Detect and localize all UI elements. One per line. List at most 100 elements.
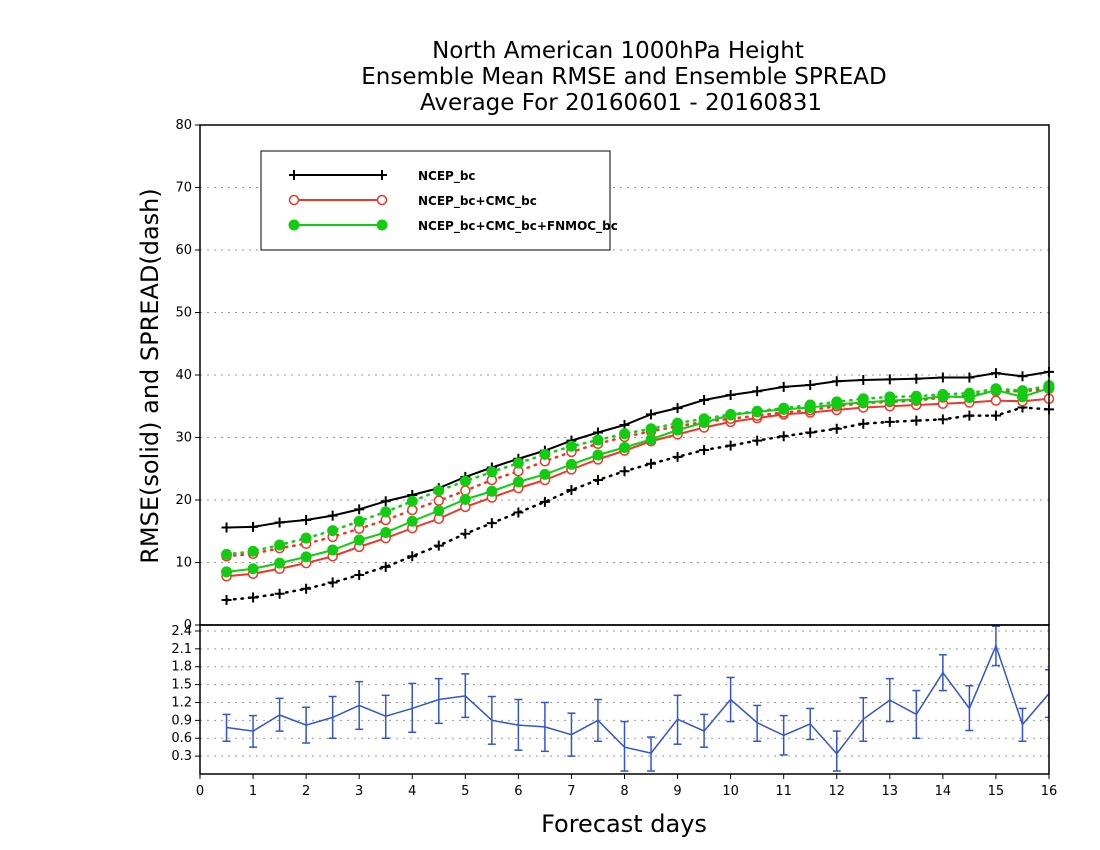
- bottom-y-tick-label: 0.6: [171, 731, 192, 746]
- series-5-point: [751, 405, 763, 417]
- bottom-y-tick-label: 1.5: [171, 678, 192, 693]
- series-5-point: [804, 399, 816, 411]
- series-4-point: [247, 563, 259, 575]
- x-axis-label: Forecast days: [541, 810, 707, 838]
- series-1-point: [646, 458, 657, 469]
- series-1-point: [274, 588, 285, 599]
- bottom-panel-gridlines: [200, 630, 1049, 757]
- series-1-point: [831, 423, 842, 434]
- legend-label-ncep-bc-cmc-bc: NCEP_bc+CMC_bc: [418, 194, 537, 209]
- error-bar: [540, 701, 549, 753]
- series-4-point: [433, 505, 445, 517]
- chart-title-line-3: Average For 20160601 - 20160831: [420, 90, 822, 116]
- series-0-point: [964, 372, 975, 383]
- difference-series: [222, 625, 1049, 772]
- series-1-point: [248, 592, 259, 603]
- x-tick-label: 7: [567, 784, 575, 799]
- legend-marker-ncep-bc-right: [377, 170, 387, 180]
- series-1-point: [911, 415, 922, 426]
- series-1-point: [592, 475, 603, 485]
- series-4-point: [592, 449, 604, 461]
- series-0-point: [990, 368, 1001, 379]
- legend-marker-ncep-bc-cmc-bc-fnmoc-bc-right: [376, 219, 388, 231]
- series-5-point: [592, 434, 604, 446]
- top-y-tick-label: 10: [175, 556, 192, 571]
- series-5-point: [672, 417, 684, 429]
- series-5-point: [698, 413, 710, 425]
- series-0-point: [911, 373, 922, 384]
- error-bar: [832, 730, 841, 772]
- legend-marker: [377, 170, 387, 180]
- series-1-point: [513, 507, 524, 518]
- series-1-point: [805, 427, 816, 438]
- bottom-y-tick-label: 0.3: [171, 749, 192, 764]
- series-3-spread: [221, 383, 1055, 562]
- legend-marker: [376, 194, 388, 206]
- chart-title-line-2: Ensemble Mean RMSE and Ensemble SPREAD: [361, 64, 886, 90]
- bottom-y-tick-label: 1.2: [171, 695, 192, 710]
- series-1-point: [990, 410, 1001, 421]
- series-5-point: [327, 525, 339, 537]
- error-bar: [779, 714, 788, 756]
- error-bar: [249, 714, 258, 748]
- series-5-point: [910, 390, 922, 402]
- series-0-point: [725, 390, 736, 400]
- series-5-point: [247, 545, 259, 557]
- series-5-point: [565, 440, 577, 452]
- series-5-point: [1016, 385, 1028, 397]
- error-bar: [806, 707, 815, 741]
- series-1-point: [725, 440, 736, 451]
- x-tick-label: 14: [935, 784, 952, 799]
- x-tick-label: 10: [722, 784, 739, 799]
- series-5-spread: [221, 380, 1055, 560]
- legend-marker-ncep-bc-cmc-bc-fnmoc-bc-left: [288, 219, 300, 231]
- series-1-spread: [221, 402, 1054, 605]
- error-bar: [885, 677, 894, 723]
- x-tick-label: 13: [882, 784, 899, 799]
- series-5-point: [725, 408, 737, 420]
- series-0-point: [354, 504, 365, 515]
- error-bar: [434, 677, 443, 725]
- series-0-point: [805, 380, 816, 390]
- series-1-point: [539, 496, 550, 507]
- legend-marker: [288, 219, 300, 231]
- error-bar: [355, 680, 364, 731]
- series-0-rmse: [221, 366, 1054, 533]
- series-0-point: [884, 374, 895, 385]
- series-4-point: [327, 544, 339, 556]
- series-0-point: [301, 515, 312, 525]
- series-2-rmse: [221, 393, 1055, 582]
- series-1-point: [433, 540, 444, 551]
- series-1-point: [354, 570, 365, 580]
- bottom-panel-series: [222, 625, 1049, 772]
- series-0-point: [646, 409, 657, 420]
- series-0-point: [752, 386, 763, 397]
- series-0-point: [274, 517, 285, 528]
- series-1-point: [221, 595, 232, 605]
- series-4-point: [565, 458, 577, 470]
- top-y-tick-label: 80: [175, 118, 192, 133]
- legend-entry-ncep-bc: NCEP_bc: [289, 169, 476, 184]
- top-panel-y-ticks: 0 10 20 30 40 50 60 70 80: [175, 118, 200, 633]
- legend-marker: [376, 219, 388, 231]
- series-1-point: [327, 577, 338, 588]
- error-bar: [647, 736, 656, 772]
- series-1-point: [884, 416, 895, 427]
- series-1-point: [486, 518, 497, 529]
- bottom-y-tick-label: 1.8: [171, 660, 192, 675]
- error-bar: [965, 685, 974, 732]
- series-5-point: [433, 485, 445, 497]
- error-bar: [1045, 668, 1049, 719]
- legend-entry-ncep-bc-cmc-bc-fnmoc-bc: NCEP_bc+CMC_bc+FNMOC_bc: [288, 219, 618, 234]
- series-5-point: [221, 548, 233, 560]
- x-tick-label: 9: [673, 784, 681, 799]
- x-tick-label: 16: [1041, 784, 1058, 799]
- top-y-tick-label: 60: [175, 243, 192, 258]
- error-bar: [328, 695, 337, 739]
- series-5-point: [963, 387, 975, 399]
- error-bar: [222, 713, 231, 742]
- series-5-point: [619, 428, 630, 440]
- error-bar: [1018, 707, 1027, 742]
- legend-marker-ncep-bc-cmc-bc-right: [376, 194, 388, 206]
- top-panel-series: [221, 366, 1055, 605]
